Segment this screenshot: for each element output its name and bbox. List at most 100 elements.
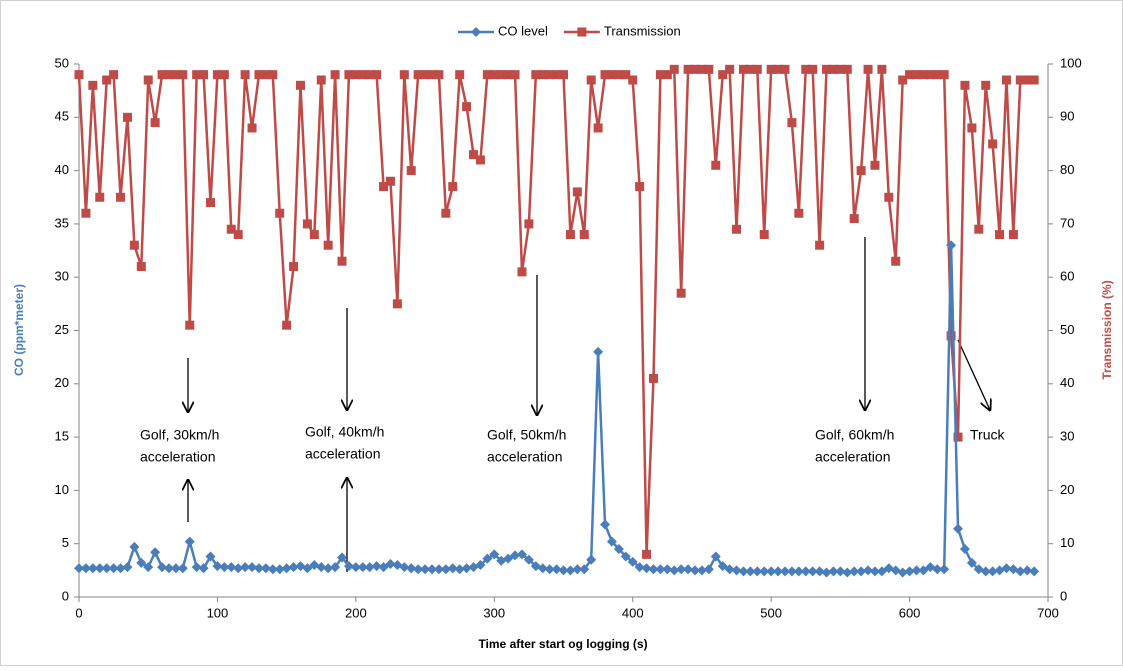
y2-tick-label: 100 — [1060, 55, 1082, 70]
marker — [835, 64, 845, 74]
x-tick-label: 400 — [622, 605, 644, 620]
marker — [434, 70, 444, 80]
legend-label: Transmission — [604, 23, 681, 38]
marker — [302, 563, 313, 574]
marker — [752, 566, 763, 577]
marker — [780, 64, 790, 74]
marker — [786, 566, 797, 577]
marker — [648, 373, 658, 383]
marker — [620, 551, 631, 562]
marker — [856, 166, 866, 176]
marker — [198, 563, 209, 574]
marker — [454, 564, 465, 575]
marker — [247, 123, 257, 133]
marker — [129, 541, 140, 552]
marker — [289, 262, 299, 272]
x-tick-label: 600 — [899, 605, 921, 620]
marker — [551, 564, 562, 575]
marker — [655, 70, 665, 80]
marker — [703, 564, 714, 575]
marker — [800, 566, 811, 577]
series — [74, 240, 1040, 578]
marker — [74, 563, 84, 574]
marker — [773, 566, 784, 577]
marker — [281, 563, 292, 574]
marker — [732, 224, 742, 234]
x-tick-label: 500 — [760, 605, 782, 620]
marker — [323, 563, 334, 574]
marker — [261, 70, 271, 80]
marker — [350, 562, 361, 573]
marker — [426, 564, 437, 575]
marker — [447, 563, 458, 574]
y2-axis-title: Transmission (%) — [1100, 280, 1114, 379]
marker — [440, 564, 451, 575]
x-tick-label: 300 — [483, 605, 505, 620]
y2-tick-label: 40 — [1060, 375, 1074, 390]
marker — [627, 556, 638, 567]
marker — [932, 564, 943, 575]
marker — [226, 562, 237, 573]
marker — [219, 562, 230, 573]
marker — [849, 214, 859, 224]
marker — [759, 566, 770, 577]
marker — [517, 267, 527, 277]
marker — [995, 230, 1005, 240]
marker — [330, 70, 340, 80]
marker — [669, 64, 679, 74]
marker — [738, 64, 748, 74]
marker — [801, 64, 811, 74]
marker — [711, 160, 721, 170]
marker — [981, 80, 991, 90]
marker — [87, 563, 98, 574]
marker — [884, 192, 894, 202]
marker — [1029, 566, 1040, 577]
marker — [433, 564, 444, 575]
marker — [807, 566, 818, 577]
marker — [510, 550, 521, 561]
marker — [718, 70, 728, 80]
marker — [704, 64, 714, 74]
annotation: Golf, 60km/h — [815, 427, 894, 443]
x-tick-label: 100 — [207, 605, 229, 620]
marker — [980, 566, 991, 577]
y2-tick-label: 30 — [1060, 429, 1074, 444]
y2-tick-label: 10 — [1060, 535, 1074, 550]
marker — [337, 256, 347, 266]
marker — [565, 230, 575, 240]
marker — [240, 562, 251, 573]
marker — [462, 102, 472, 112]
y2-tick-label: 60 — [1060, 269, 1074, 284]
marker — [869, 566, 880, 577]
marker — [74, 70, 84, 80]
y-tick-label: 15 — [55, 429, 69, 444]
marker — [185, 320, 195, 330]
marker — [586, 75, 596, 85]
marker — [351, 70, 361, 80]
y-tick-label: 0 — [62, 588, 69, 603]
marker — [572, 564, 583, 575]
y-axis-title: CO (ppm*meter) — [12, 284, 26, 376]
marker — [475, 155, 485, 165]
y-tick-label: 50 — [55, 55, 69, 70]
marker — [199, 70, 209, 80]
marker — [953, 523, 964, 534]
marker — [316, 75, 326, 85]
x-axis-title: Time after start og logging (s) — [478, 637, 647, 651]
marker — [205, 551, 216, 562]
marker — [870, 160, 880, 170]
marker — [178, 70, 188, 80]
marker — [406, 563, 417, 574]
y2-tick-label: 80 — [1060, 162, 1074, 177]
marker — [696, 565, 707, 576]
marker — [572, 187, 582, 197]
marker — [911, 70, 921, 80]
marker — [102, 75, 112, 85]
marker — [177, 563, 188, 574]
marker — [358, 70, 368, 80]
marker — [642, 549, 652, 559]
marker — [143, 562, 154, 573]
marker — [379, 182, 389, 192]
marker — [254, 70, 264, 80]
marker — [88, 80, 98, 90]
